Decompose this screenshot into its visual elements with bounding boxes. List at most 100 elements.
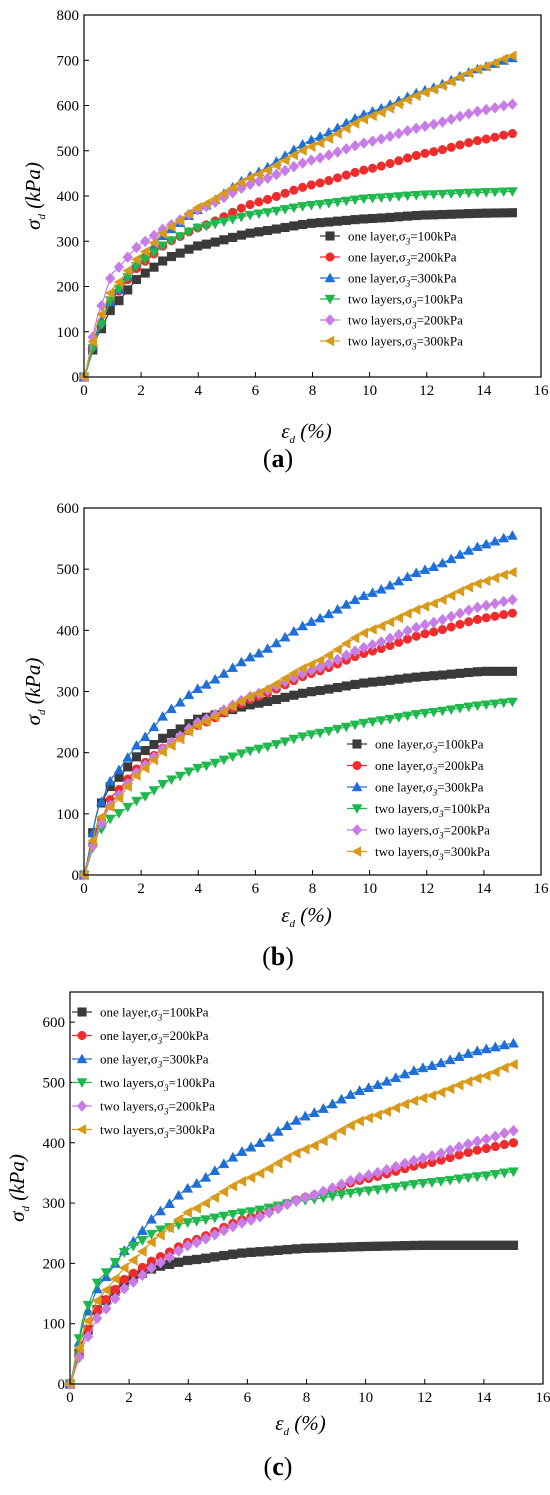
data-point — [264, 1246, 274, 1256]
y-tick-label: 600 — [57, 501, 80, 517]
data-point — [436, 1240, 446, 1250]
data-point — [200, 1171, 212, 1182]
legend-text: one layer,σ — [100, 1052, 158, 1067]
data-point — [227, 662, 239, 672]
data-point — [400, 1241, 410, 1251]
data-point — [445, 553, 457, 564]
data-point — [420, 629, 430, 639]
data-point — [297, 145, 307, 156]
legend-text: two layers,σ — [375, 801, 439, 816]
chart-panel-c: 0 2 4 6 8 10 12 14 16 0 100 200 300 400 500 600 one laye… — [5, 991, 550, 1481]
data-point — [498, 595, 509, 608]
data-point — [471, 1045, 483, 1056]
data-point — [317, 1185, 329, 1198]
data-point — [490, 1240, 500, 1250]
legend-marker — [351, 804, 363, 814]
data-point — [507, 98, 518, 110]
data-point — [499, 208, 509, 218]
data-point — [384, 130, 396, 143]
legend-marker — [324, 335, 335, 347]
data-point — [173, 1213, 183, 1225]
data-point — [499, 666, 509, 676]
panel-label: (a) — [263, 444, 293, 473]
data-point — [358, 627, 369, 639]
data-point — [145, 1236, 156, 1248]
data-point — [306, 180, 316, 190]
data-point — [498, 1062, 509, 1074]
legend-text: =300kPa — [417, 334, 464, 349]
legend-subscript: 3 — [438, 852, 444, 862]
panel-paren: ) — [284, 1452, 293, 1481]
data-point — [96, 308, 106, 320]
data-point — [104, 287, 115, 299]
legend-subscript: 3 — [438, 831, 444, 841]
data-point — [73, 1342, 84, 1354]
data-point — [323, 726, 335, 737]
legend-item: two layers,σ3=200kPa — [347, 823, 490, 841]
panel-letter: b — [271, 942, 285, 971]
data-point — [499, 130, 509, 140]
data-point — [82, 1300, 94, 1311]
data-point — [237, 1248, 247, 1258]
data-point — [315, 685, 325, 696]
legend-marker — [76, 1100, 88, 1112]
data-point — [349, 645, 361, 657]
data-point — [289, 185, 299, 195]
data-point — [192, 1254, 202, 1265]
data-point — [157, 746, 167, 758]
data-point — [481, 613, 491, 623]
data-point — [235, 177, 246, 188]
data-point — [298, 182, 308, 192]
x-tick-label: 10 — [362, 383, 377, 399]
x-axis-subscript: d — [290, 434, 296, 446]
legend-text: =200kPa — [444, 823, 491, 838]
data-point — [498, 569, 508, 581]
data-point — [245, 1172, 256, 1184]
data-point — [417, 1179, 429, 1189]
data-point — [110, 1284, 120, 1295]
data-point — [271, 191, 281, 202]
x-tick-label: 6 — [252, 383, 260, 399]
data-point — [367, 677, 378, 687]
legend-text: =100kPa — [437, 737, 484, 752]
data-point — [437, 625, 448, 635]
legend-item: one layer,σ3=200kPa — [320, 250, 457, 268]
data-point — [426, 1150, 438, 1163]
data-point — [507, 666, 517, 676]
y-tick-label: 600 — [43, 1015, 66, 1031]
data-point — [323, 657, 335, 670]
data-point — [372, 1185, 384, 1196]
legend-label: one layer,σ3=300kPa — [348, 271, 457, 289]
data-point — [227, 182, 237, 194]
data-point — [123, 285, 133, 295]
legend-label: one layer,σ3=300kPa — [100, 1052, 209, 1070]
data-point — [480, 700, 492, 711]
data-point — [507, 530, 518, 540]
data-point — [218, 1224, 230, 1237]
data-point — [381, 1106, 392, 1118]
data-point — [236, 1146, 248, 1156]
data-point — [332, 128, 342, 139]
data-point — [236, 656, 247, 667]
data-point — [281, 1120, 293, 1131]
data-point — [154, 1229, 165, 1241]
data-point — [139, 792, 151, 802]
data-point — [480, 1070, 491, 1082]
data-point — [200, 716, 211, 727]
legend-label: one layer,σ3=100kPa — [375, 737, 484, 755]
data-point — [209, 758, 221, 769]
data-point — [183, 767, 195, 778]
series-3 — [64, 1037, 519, 1389]
data-point — [113, 276, 124, 288]
data-point — [354, 1115, 364, 1127]
y-axis-symbol: σ — [21, 218, 45, 230]
series-6 — [78, 566, 517, 881]
data-point — [506, 50, 517, 62]
data-point — [114, 296, 124, 306]
data-point — [332, 653, 343, 666]
data-point — [327, 1182, 338, 1194]
data-point — [148, 237, 159, 249]
legend-marker — [77, 1007, 87, 1017]
